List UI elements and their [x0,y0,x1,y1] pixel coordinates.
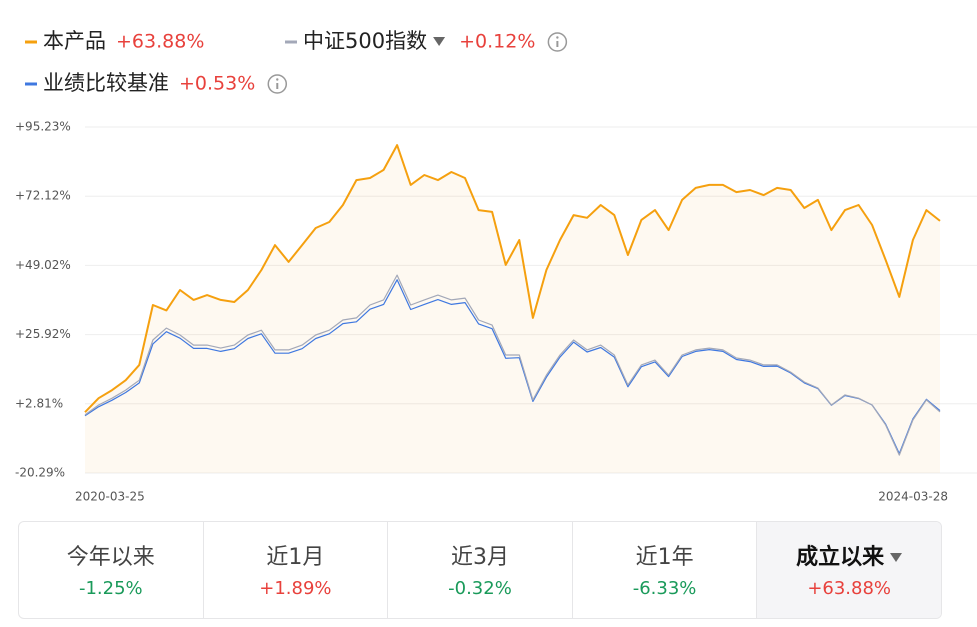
dropdown-icon [890,553,903,562]
legend-label: 中证500指数 [303,29,427,53]
area [85,145,940,473]
legend-value: +0.53% [179,73,255,95]
dropdown-icon [433,37,446,46]
legend-label: 本产品 [43,29,106,53]
series-line [84,279,941,455]
period-name: 今年以来 [66,544,155,570]
period-name: 近1月 [266,544,325,570]
period-name: 近3月 [450,544,509,570]
period-value: -0.32% [448,577,512,599]
period-tab[interactable]: 近3月 -0.32% [388,522,573,618]
info-icon [267,74,288,94]
period-value: +63.88% [807,577,892,599]
period-value: -1.25% [78,577,143,599]
info-icon [547,32,568,52]
legend-value: +0.12% [459,31,535,53]
y-tick-label: +49.02% [15,258,71,272]
y-tick-label: +25.92% [15,327,71,341]
period-label: 近1年 [636,542,694,574]
period-value: -6.33% [632,577,697,599]
period-tab[interactable]: 近1月 +1.89% [204,522,389,618]
period-tab[interactable]: 今年以来 -1.25% [19,522,204,618]
period-tabs: 今年以来 -1.25% 近1月 +1.89% 近3月 -0.32% 近1年 -6.33% 成立以… [18,521,942,619]
chart: -20.29% +2.81% +25.92% +49.02% +72.12% +95.23… [15,29,977,504]
y-tick-label: +72.12% [15,189,71,203]
x-tick-label: 2024-03-28 [878,490,948,504]
legend-label: 业绩比较基准 [43,71,169,95]
info-icon [276,78,279,81]
y-tick-label: +2.81% [15,396,63,410]
period-tab[interactable]: 成立以来 +63.88% [757,522,941,618]
info-icon [556,36,559,39]
period-label: 成立以来 [796,542,903,574]
y-tick-label: -20.29% [15,466,65,480]
period-label: 近3月 [451,542,509,574]
period-name: 成立以来 [796,544,885,570]
series-line [84,274,941,456]
legend-value: +63.88% [116,31,204,53]
period-label: 今年以来 [67,542,155,574]
period-label: 近1月 [266,542,324,574]
y-tick-label: +95.23% [15,120,71,134]
x-tick-label: 2020-03-25 [75,490,145,504]
series-line [84,144,941,413]
period-value: +1.89% [259,577,332,599]
period-name: 近1年 [635,544,694,570]
period-tab[interactable]: 近1年 -6.33% [573,522,758,618]
